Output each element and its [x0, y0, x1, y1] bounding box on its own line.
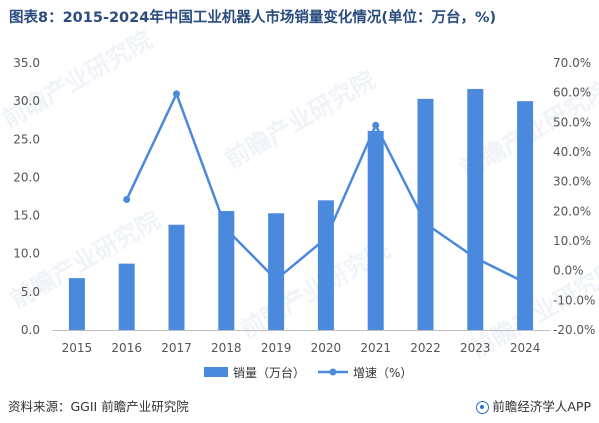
x-tick-label-2018: 2018: [211, 341, 242, 355]
y-left-tick-label: 35.0: [13, 56, 40, 70]
y-left-tick-label: 5.0: [21, 285, 40, 299]
legend-bar-swatch: [204, 367, 228, 377]
bar-2021: [367, 130, 384, 330]
bar-2015: [68, 278, 85, 330]
bar-2017: [168, 224, 185, 330]
y-right-tick-label: 20.0%: [553, 204, 591, 218]
y-left-tick-label: 0.0: [21, 323, 40, 337]
y-right-tick-label: 60.0%: [553, 86, 591, 100]
growth-point-2019: [272, 276, 280, 284]
x-tick-label-2015: 2015: [62, 341, 93, 355]
source-note: 资料来源：GGII 前瞻产业研究院: [8, 399, 189, 414]
x-tick-label-2016: 2016: [111, 341, 142, 355]
y-left-tick-label: 20.0: [13, 170, 40, 184]
growth-point-2023: [471, 254, 479, 262]
bar-2022: [417, 98, 434, 331]
x-tick-label-2021: 2021: [360, 341, 391, 355]
legend-line-marker: [329, 368, 337, 376]
legend-line-label: 增速（%）: [353, 366, 412, 380]
growth-point-2020: [322, 234, 330, 242]
growth-point-2018: [222, 225, 230, 233]
x-tick-label-2017: 2017: [161, 341, 192, 355]
chart-title: 图表8：2015-2024年中国工业机器人市场销量变化情况(单位：万台，%): [9, 10, 497, 26]
legend-bar-label: 销量（万台）: [233, 365, 305, 380]
y-right-tick-label: 10.0%: [553, 234, 591, 248]
growth-point-2016: [123, 195, 131, 203]
y-right-tick-label: 30.0%: [553, 175, 591, 189]
brand-label: 前瞻经济学人APP: [476, 396, 591, 415]
y-right-tick-label: -10.0%: [553, 293, 595, 307]
brand-logo-icon: [476, 401, 490, 414]
growth-point-2017: [173, 90, 180, 98]
x-tick-label-2019: 2019: [261, 341, 292, 355]
bar-2016: [118, 263, 135, 330]
bar-2019: [268, 213, 285, 330]
y-left-tick-label: 10.0: [13, 247, 40, 261]
y-right-tick-label: 70.0%: [553, 56, 591, 70]
bar-2024: [517, 101, 534, 331]
y-right-tick-label: -20.0%: [553, 323, 595, 337]
x-tick-label-2023: 2023: [460, 341, 491, 355]
growth-point-2021: [372, 121, 380, 129]
y-left-tick-label: 25.0: [13, 132, 40, 146]
growth-point-2022: [422, 219, 429, 227]
brand-text: 前瞻经济学人APP: [492, 399, 591, 414]
bar-2020: [317, 200, 334, 330]
growth-point-2024: [521, 279, 529, 287]
x-tick-label-2024: 2024: [510, 341, 541, 355]
bar-2023: [467, 88, 484, 331]
x-tick-label-2022: 2022: [410, 341, 441, 355]
y-left-tick-label: 30.0: [13, 94, 40, 108]
y-right-tick-label: 40.0%: [553, 145, 591, 159]
y-right-tick-label: 0.0%: [553, 264, 584, 278]
bar-2018: [218, 210, 235, 330]
x-tick-label-2020: 2020: [311, 341, 342, 355]
y-left-tick-label: 15.0: [13, 209, 40, 223]
y-right-tick-label: 50.0%: [553, 115, 591, 129]
